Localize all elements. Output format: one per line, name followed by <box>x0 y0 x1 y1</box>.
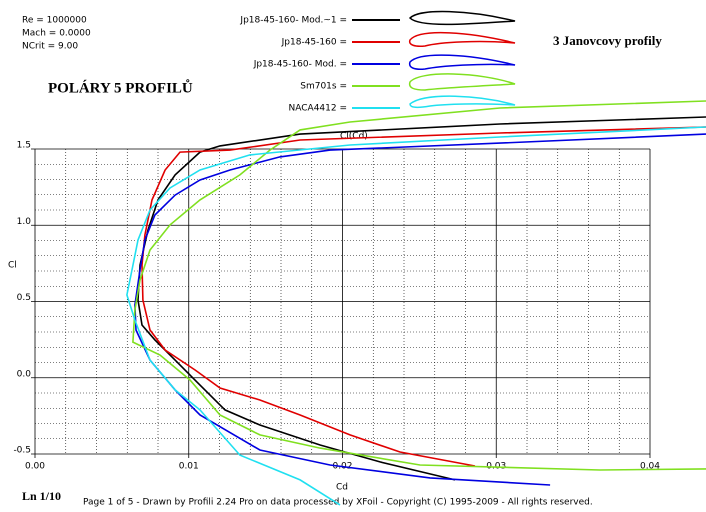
airfoil-icon <box>408 10 516 26</box>
legend-label: Jp18-45-160 = <box>281 38 347 48</box>
polar-line <box>126 126 706 506</box>
x-axis-label: Cd <box>336 483 348 493</box>
y-tick-label: 1.0 <box>17 217 32 227</box>
x-tick-label: 0.00 <box>25 462 45 472</box>
y-tick-label: 0.0 <box>17 369 32 379</box>
y-tick-label: 1.5 <box>17 141 31 151</box>
condition: Mach = 0.0000 <box>22 29 91 39</box>
legend-label: Jp18-45-160- Mod. = <box>253 60 347 70</box>
y-tick-label: 0.5 <box>17 293 31 303</box>
page-label: Ln 1/10 <box>22 489 61 503</box>
condition: NCrit = 9.00 <box>22 42 78 52</box>
condition: Re = 1000000 <box>22 16 87 26</box>
polar-line <box>137 116 706 481</box>
legend-label: NACA4412 = <box>289 104 347 114</box>
plot-label: Cl(Cd) <box>340 132 368 142</box>
legend-label: Jp18-45-160- Mod.~1 = <box>239 16 347 26</box>
x-tick-label: 0.04 <box>640 462 660 472</box>
y-axis-label: Cl <box>8 261 17 271</box>
polar-line <box>132 100 706 471</box>
polar-line <box>134 133 706 486</box>
legend-label: Sm701s = <box>300 82 347 92</box>
y-tick-label: -0.5 <box>13 446 31 456</box>
airfoil-icon <box>408 73 516 91</box>
airfoil-icon <box>408 54 516 70</box>
footer: Page 1 of 5 - Drawn by Profili 2.24 Pro … <box>83 498 593 508</box>
chart-title: POLÁRY 5 PROFILŮ <box>48 79 193 96</box>
polar-line <box>141 126 706 467</box>
airfoil-icon <box>409 95 516 109</box>
subtitle: 3 Janovcovy profily <box>553 33 662 48</box>
x-tick-label: 0.01 <box>179 462 199 472</box>
airfoil-icon <box>408 31 516 47</box>
